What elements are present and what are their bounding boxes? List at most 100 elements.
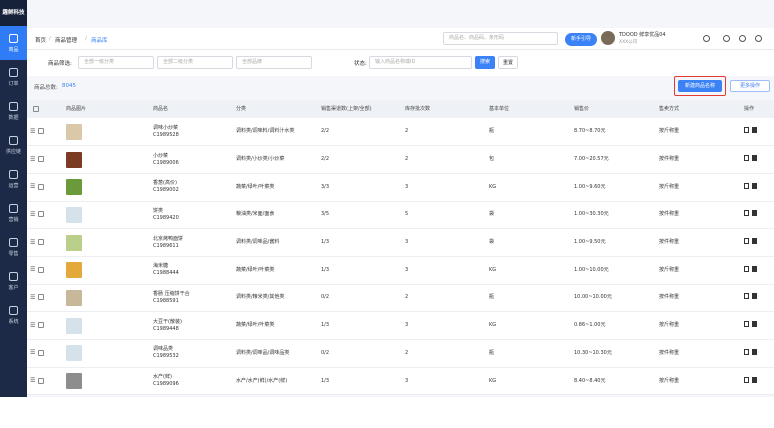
nav-label: 运营 <box>8 182 19 189</box>
product-image <box>66 373 82 390</box>
edit-icon[interactable] <box>744 238 749 245</box>
cell: 按斤称重 <box>656 256 741 285</box>
delete-icon[interactable] <box>752 155 757 162</box>
image-cell <box>63 228 150 257</box>
header-icon[interactable] <box>755 35 762 42</box>
cell: 1/3 <box>318 256 402 285</box>
nav-item[interactable]: 零售 <box>0 230 27 264</box>
more-button[interactable]: 更多操作 <box>730 80 770 92</box>
ops-cell <box>741 118 774 147</box>
breadcrumb[interactable]: 商品管理 <box>55 38 78 44</box>
checkbox[interactable] <box>38 183 45 190</box>
checkbox[interactable] <box>38 349 45 356</box>
delete-icon[interactable] <box>752 182 757 189</box>
nav-item[interactable]: 商品 <box>0 26 27 60</box>
delete-icon[interactable] <box>752 265 757 272</box>
delete-icon[interactable] <box>752 321 757 328</box>
cell: 2 <box>402 339 486 368</box>
checkbox[interactable] <box>38 128 45 135</box>
checkbox[interactable] <box>38 322 45 329</box>
cell: 按斤称重 <box>656 173 741 202</box>
delete-icon[interactable] <box>752 376 757 383</box>
select[interactable]: 全部二级分类 <box>157 56 233 69</box>
checkbox[interactable] <box>38 211 45 218</box>
image-cell <box>63 256 150 285</box>
cell: 调料类/调味品/酱料 <box>233 228 318 257</box>
cell: 0/2 <box>318 339 402 368</box>
drag-handle: ☰ <box>30 293 36 301</box>
drag-handle: ☰ <box>30 321 36 329</box>
app: 趣鲜科技 商品 订单 数据 供应链 运营 营销 零售 客户 系统 首页 / 商品管理 / 商品库 商品名、… <box>0 0 774 397</box>
select-cell: ☰ <box>27 201 63 230</box>
delete-icon[interactable] <box>752 210 757 217</box>
select-cell: ☰ <box>27 173 63 202</box>
search-input[interactable]: 商品名、商品码、条形码 <box>443 32 558 45</box>
select[interactable]: 全部一级分类 <box>78 56 154 69</box>
select[interactable]: 全部品牌 <box>236 56 312 69</box>
edit-icon[interactable] <box>744 321 749 328</box>
new-button[interactable]: 新建商品名称 <box>678 80 722 92</box>
header-icon[interactable] <box>703 35 710 42</box>
checkbox[interactable] <box>38 294 45 301</box>
guide-button[interactable]: 新手引导 <box>565 33 597 46</box>
edit-icon[interactable] <box>744 293 749 300</box>
status-label: 状态: <box>354 61 367 67</box>
edit-icon[interactable] <box>744 182 749 189</box>
nav-item[interactable]: 供应链 <box>0 128 27 162</box>
cell: 3 <box>402 228 486 257</box>
checkbox[interactable] <box>33 105 39 112</box>
header-icon[interactable] <box>739 35 746 42</box>
search-button[interactable]: 搜索 <box>475 56 495 69</box>
breadcrumb[interactable]: 首页 <box>35 38 47 44</box>
logo: 趣鲜科技 <box>0 0 27 26</box>
cell: 调料类/调味料/调料汁水类 <box>233 118 318 147</box>
nav-item[interactable]: 订单 <box>0 60 27 94</box>
product-code: C1988591 <box>153 297 179 304</box>
delete-icon[interactable] <box>752 293 757 300</box>
select-cell: ☰ <box>27 311 63 340</box>
name-cell: 调味品类 C1989532 <box>150 339 233 368</box>
name-cell: 大豆干(散装) C1989448 <box>150 311 233 340</box>
checkbox[interactable] <box>38 156 45 163</box>
nav-item[interactable]: 营销 <box>0 196 27 230</box>
checkbox[interactable] <box>38 266 45 273</box>
cell: 袋 <box>486 228 571 257</box>
image-cell <box>63 145 150 174</box>
user-name: TDOOD 鲜享优品04 <box>619 32 666 38</box>
cell: 粮油类/米面/面食 <box>233 201 318 230</box>
edit-icon[interactable] <box>744 127 749 134</box>
status-input[interactable]: 输入商品名称或ID <box>369 56 472 69</box>
image-cell <box>63 173 150 202</box>
cell: KG <box>486 367 571 396</box>
checkbox[interactable] <box>38 239 45 246</box>
nav-item[interactable]: 运营 <box>0 162 27 196</box>
product-image <box>66 289 82 306</box>
edit-icon[interactable] <box>744 348 749 355</box>
product-image <box>66 179 82 196</box>
reset-button[interactable]: 重置 <box>498 56 518 69</box>
nav-icon <box>9 33 18 43</box>
cell: 按件称重 <box>656 339 741 368</box>
nav-item[interactable]: 数据 <box>0 94 27 128</box>
edit-icon[interactable] <box>744 376 749 383</box>
edit-icon[interactable] <box>744 265 749 272</box>
name-cell: 小炒菜 C1989006 <box>150 145 233 174</box>
edit-icon[interactable] <box>744 155 749 162</box>
header-icon[interactable] <box>723 35 730 42</box>
edit-icon[interactable] <box>744 210 749 217</box>
avatar <box>601 31 615 45</box>
breadcrumb[interactable]: 商品库 <box>91 38 108 44</box>
delete-icon[interactable] <box>752 238 757 245</box>
header-cell: 库存批次数 <box>402 100 486 118</box>
drag-handle: ☰ <box>30 210 36 218</box>
product-row: ☰ 香肠 压缩饼干合 C1988591 调料类/粮米类/其他类 0/2 2 瓶 10.00~1… <box>27 284 774 313</box>
delete-icon[interactable] <box>752 348 757 355</box>
select-cell: ☰ <box>27 145 63 174</box>
nav-item[interactable]: 系统 <box>0 298 27 332</box>
nav-item[interactable]: 客户 <box>0 264 27 298</box>
select-cell: ☰ <box>27 367 63 396</box>
drag-handle: ☰ <box>30 155 36 163</box>
cell: 调料类/调味品/调味品类 <box>233 339 318 368</box>
checkbox[interactable] <box>38 377 45 384</box>
delete-icon[interactable] <box>752 127 757 134</box>
